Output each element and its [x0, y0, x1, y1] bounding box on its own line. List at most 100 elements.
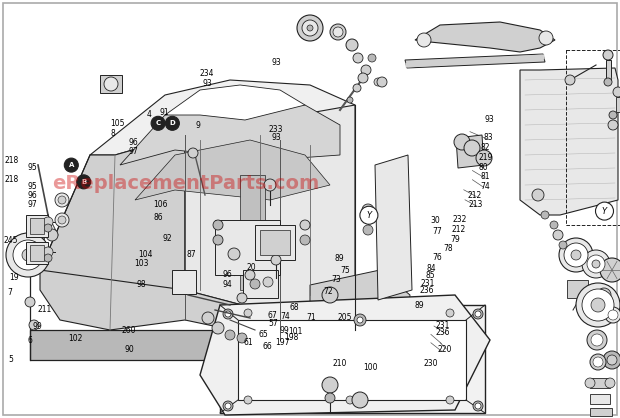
Circle shape: [358, 73, 368, 83]
Text: 89: 89: [414, 301, 424, 310]
Text: 213: 213: [469, 200, 484, 209]
Circle shape: [587, 330, 607, 350]
Text: 93: 93: [485, 115, 495, 124]
Text: 78: 78: [443, 244, 453, 253]
Circle shape: [361, 65, 371, 75]
Circle shape: [446, 396, 454, 404]
Circle shape: [585, 378, 595, 388]
Circle shape: [43, 217, 53, 227]
Text: 100: 100: [363, 363, 378, 372]
Text: 19: 19: [9, 273, 19, 283]
Bar: [260, 230, 290, 255]
Bar: [243, 270, 278, 298]
Circle shape: [330, 24, 346, 40]
Circle shape: [576, 283, 620, 327]
Text: 212: 212: [452, 224, 466, 234]
Circle shape: [46, 229, 58, 241]
Polygon shape: [405, 54, 545, 68]
Text: 65: 65: [258, 330, 268, 339]
Circle shape: [609, 111, 617, 119]
Text: 105: 105: [110, 119, 125, 128]
Circle shape: [470, 146, 474, 150]
Circle shape: [228, 248, 240, 260]
Polygon shape: [30, 330, 370, 360]
Circle shape: [300, 235, 310, 245]
Circle shape: [300, 220, 310, 230]
Circle shape: [188, 148, 198, 158]
Text: 20: 20: [247, 263, 257, 272]
Circle shape: [553, 230, 563, 240]
Circle shape: [29, 320, 39, 330]
Bar: [100, 75, 122, 93]
Circle shape: [353, 53, 363, 63]
Text: 94: 94: [222, 280, 232, 289]
Text: 210: 210: [332, 359, 347, 368]
Circle shape: [264, 179, 276, 191]
Text: 92: 92: [162, 234, 172, 243]
Circle shape: [352, 392, 368, 408]
Text: 5: 5: [9, 355, 14, 364]
Text: 91: 91: [159, 108, 169, 117]
Bar: [30, 218, 44, 234]
Polygon shape: [40, 270, 355, 340]
Circle shape: [476, 150, 492, 166]
Circle shape: [225, 403, 231, 409]
Polygon shape: [185, 105, 355, 315]
Text: 73: 73: [331, 275, 341, 284]
Circle shape: [613, 87, 620, 97]
Circle shape: [582, 250, 610, 278]
Text: B: B: [81, 179, 86, 185]
Circle shape: [225, 330, 235, 340]
Text: 219: 219: [479, 153, 494, 162]
Circle shape: [357, 317, 363, 323]
Text: 4: 4: [146, 110, 151, 120]
Text: Y: Y: [602, 206, 607, 216]
Text: 93: 93: [202, 79, 212, 88]
Circle shape: [475, 311, 481, 317]
Bar: [590, 378, 610, 388]
Bar: [255, 225, 295, 260]
Text: 6: 6: [27, 336, 32, 345]
Text: 82: 82: [480, 143, 490, 153]
Text: 218: 218: [4, 156, 18, 166]
Circle shape: [353, 84, 361, 92]
Circle shape: [166, 116, 179, 130]
Circle shape: [302, 20, 318, 36]
Text: 30: 30: [430, 216, 440, 225]
Text: 97: 97: [27, 200, 37, 209]
Bar: [590, 408, 612, 416]
Circle shape: [237, 293, 247, 303]
Bar: [30, 245, 44, 261]
Circle shape: [325, 290, 335, 300]
Text: 96: 96: [222, 270, 232, 279]
Text: 232: 232: [453, 215, 467, 224]
Polygon shape: [567, 280, 588, 298]
Bar: [26, 242, 48, 264]
Bar: [238, 320, 466, 400]
Text: 86: 86: [154, 213, 164, 222]
Circle shape: [25, 297, 35, 307]
Circle shape: [605, 378, 615, 388]
Bar: [215, 220, 280, 275]
Circle shape: [55, 213, 69, 227]
Circle shape: [44, 254, 52, 262]
Text: 83: 83: [484, 133, 494, 143]
Bar: [616, 97, 620, 112]
Text: 95: 95: [27, 182, 37, 191]
Bar: [590, 394, 610, 404]
Circle shape: [475, 403, 481, 409]
Circle shape: [237, 333, 247, 343]
Text: C: C: [156, 120, 161, 126]
Circle shape: [354, 314, 366, 326]
Circle shape: [360, 206, 378, 224]
Circle shape: [417, 33, 431, 47]
Circle shape: [250, 279, 260, 289]
Text: Y: Y: [366, 211, 371, 220]
Text: 71: 71: [306, 313, 316, 322]
Polygon shape: [200, 295, 490, 415]
Text: 99: 99: [279, 326, 289, 335]
Circle shape: [541, 211, 549, 219]
Circle shape: [600, 258, 620, 282]
Text: 98: 98: [136, 280, 146, 289]
Text: 61: 61: [243, 338, 253, 347]
